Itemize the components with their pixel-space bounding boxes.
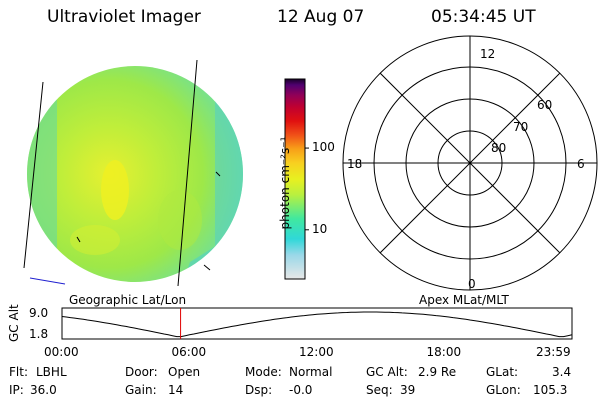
colorbar-tick-label: 100 xyxy=(312,140,335,155)
ip-label: IP: xyxy=(9,383,24,397)
gain-value: 14 xyxy=(168,383,184,397)
timeline-xtick-label: 12:00 xyxy=(299,345,334,359)
seq-value: 39 xyxy=(400,383,416,397)
timeline-ylabel: GC Alt xyxy=(7,304,21,342)
lat-label-60: 60 xyxy=(537,98,553,112)
timeline-ytick-bottom: 1.8 xyxy=(29,327,49,341)
door-label: Door: xyxy=(125,365,158,379)
dsp-value: -0.0 xyxy=(289,383,313,397)
apex-caption: Apex MLat/MLT xyxy=(419,293,509,307)
mode-value: Normal xyxy=(289,365,333,379)
glat-label: GLat: xyxy=(486,365,519,379)
colorbar-tick-label: 10 xyxy=(312,221,328,236)
door-value: Open xyxy=(168,365,201,379)
lat-label-80: 80 xyxy=(491,141,507,155)
colorbar-unit-label: photon cm⁻²s⁻¹ xyxy=(278,136,292,230)
flt-label: Flt: xyxy=(9,365,28,379)
timeline-xtick-label: 06:00 xyxy=(171,345,207,359)
uv-earth-disk xyxy=(23,59,243,287)
time-label: 05:34:45 UT xyxy=(431,7,536,27)
colorbar xyxy=(284,78,309,280)
timeline-plot xyxy=(61,307,573,340)
lat-label-70: 70 xyxy=(513,120,529,134)
geographic-caption: Geographic Lat/Lon xyxy=(69,293,187,307)
glon-value: 105.3 xyxy=(533,383,568,397)
timeline-ytick-top: 9.0 xyxy=(29,306,49,320)
timeline-xtick-label: 00:00 xyxy=(44,345,79,359)
date-label: 12 Aug 07 xyxy=(277,7,365,27)
instrument-title: Ultraviolet Imager xyxy=(47,7,201,27)
seq-label: Seq: xyxy=(366,383,393,397)
timeline-xtick-label: 23:59 xyxy=(536,345,571,359)
polar-plot xyxy=(342,35,598,291)
gain-label: Gain: xyxy=(125,383,157,397)
mlt-label-6: 6 xyxy=(577,157,585,171)
gcalt-label: GC Alt: xyxy=(366,365,408,379)
mlt-label-12: 12 xyxy=(480,47,496,61)
gcalt-value: 2.9 Re xyxy=(418,365,457,379)
ip-value: 36.0 xyxy=(30,383,57,397)
timeline-xtick-label: 18:00 xyxy=(426,345,462,359)
mlt-label-0: 0 xyxy=(468,277,476,291)
mlt-label-18: 18 xyxy=(347,157,363,171)
glon-label: GLon: xyxy=(486,383,521,397)
dsp-label: Dsp: xyxy=(245,383,273,397)
mode-label: Mode: xyxy=(245,365,282,379)
flt-value: LBHL xyxy=(36,365,67,379)
glat-value: 3.4 xyxy=(552,365,572,379)
